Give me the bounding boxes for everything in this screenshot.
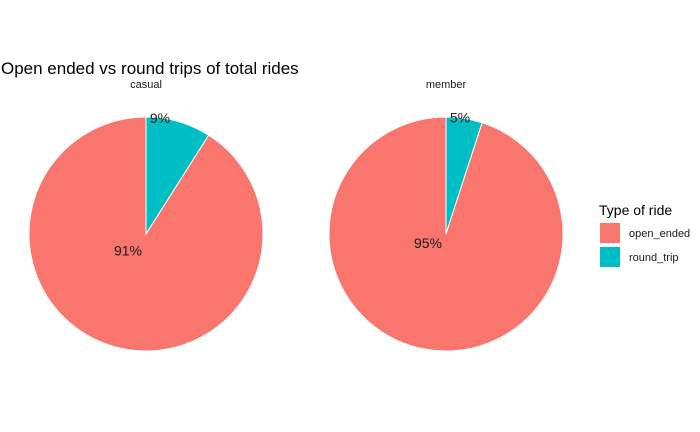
pie-label-member-open-ended: 95% — [414, 235, 442, 251]
facet-member: member 5% 95% — [328, 79, 564, 352]
pie-label-casual-open-ended: 91% — [114, 242, 142, 258]
pie-slice-member-open-ended — [328, 116, 564, 352]
facet-label-casual: casual — [130, 79, 162, 91]
legend: Type of ride open_ended round_trip — [599, 202, 690, 267]
pie-casual: 9% 91% — [28, 110, 264, 352]
legend-key-round-trip — [600, 247, 620, 267]
legend-label-open-ended: open_ended — [629, 228, 690, 240]
pie-label-casual-round-trip: 9% — [150, 110, 170, 126]
legend-label-round-trip: round_trip — [629, 252, 679, 264]
facet-casual: casual 9% 91% — [28, 79, 264, 352]
pie-label-member-round-trip: 5% — [450, 109, 470, 125]
chart-title: Open ended vs round trips of total rides — [1, 59, 299, 78]
facet-label-member: member — [426, 79, 467, 91]
pie-slice-casual-open-ended — [28, 116, 264, 352]
pie-member: 5% 95% — [328, 109, 564, 352]
legend-title: Type of ride — [599, 202, 672, 218]
legend-key-open-ended — [600, 223, 620, 243]
